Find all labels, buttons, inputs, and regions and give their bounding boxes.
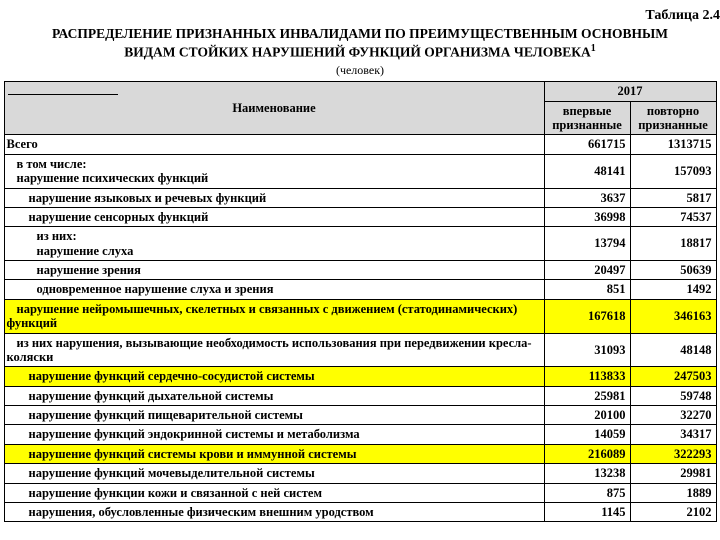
row-value-repeat: 2102	[630, 502, 716, 521]
table-row: нарушение функций пищеварительной систем…	[4, 406, 716, 425]
row-value-first: 31093	[544, 333, 630, 367]
table-row: нарушение языковых и речевых функций3637…	[4, 188, 716, 207]
footnote-rule	[8, 94, 118, 95]
table-row: одновременное нарушение слуха и зрения85…	[4, 280, 716, 299]
row-value-first: 113833	[544, 367, 630, 386]
table-number: Таблица 2.4	[0, 8, 720, 24]
table-row: нарушение нейромышечных, скелетных и свя…	[4, 299, 716, 333]
row-name: нарушение функции кожи и связанной с ней…	[4, 483, 544, 502]
table-row: Всего6617151313715	[4, 135, 716, 154]
row-value-first: 851	[544, 280, 630, 299]
row-value-repeat: 74537	[630, 207, 716, 226]
table-row: из них нарушения, вызывающие необходимос…	[4, 333, 716, 367]
row-name: нарушение функций мочевыделительной сист…	[4, 464, 544, 483]
unit: (человек)	[0, 63, 720, 78]
row-value-first: 25981	[544, 386, 630, 405]
row-value-repeat: 59748	[630, 386, 716, 405]
row-value-first: 1145	[544, 502, 630, 521]
col-name-header: Наименование	[4, 82, 544, 135]
row-name: одновременное нарушение слуха и зрения	[4, 280, 544, 299]
row-name: нарушение языковых и речевых функций	[4, 188, 544, 207]
table-row: нарушение функций системы крови и иммунн…	[4, 444, 716, 463]
row-name: нарушение функций дыхательной системы	[4, 386, 544, 405]
row-value-first: 13238	[544, 464, 630, 483]
row-value-first: 48141	[544, 154, 630, 188]
table-row: нарушение зрения2049750639	[4, 261, 716, 280]
col-repeat-header: повторно признанные	[630, 101, 716, 135]
table-row: нарушение функций эндокринной системы и …	[4, 425, 716, 444]
row-name: нарушения, обусловленные физическим внеш…	[4, 502, 544, 521]
data-table: Наименование 2017 впервые признанные пов…	[4, 81, 717, 522]
row-value-repeat: 29981	[630, 464, 716, 483]
row-value-first: 20497	[544, 261, 630, 280]
row-name: из них:нарушение слуха	[4, 227, 544, 261]
table-row: из них:нарушение слуха1379418817	[4, 227, 716, 261]
row-value-repeat: 247503	[630, 367, 716, 386]
table-row: в том числе:нарушение психических функци…	[4, 154, 716, 188]
title-line2: ВИДАМ СТОЙКИХ НАРУШЕНИЙ ФУНКЦИЙ ОРГАНИЗМ…	[124, 44, 591, 59]
col-first-header: впервые признанные	[544, 101, 630, 135]
row-value-repeat: 346163	[630, 299, 716, 333]
table-row: нарушение функций дыхательной системы259…	[4, 386, 716, 405]
table-body: Всего6617151313715в том числе:нарушение …	[4, 135, 716, 522]
row-value-first: 216089	[544, 444, 630, 463]
row-value-first: 167618	[544, 299, 630, 333]
row-value-repeat: 48148	[630, 333, 716, 367]
row-name: нарушение зрения	[4, 261, 544, 280]
row-value-repeat: 1889	[630, 483, 716, 502]
row-value-first: 13794	[544, 227, 630, 261]
col-year-header: 2017	[544, 82, 716, 101]
row-value-repeat: 5817	[630, 188, 716, 207]
row-value-first: 14059	[544, 425, 630, 444]
title-sup: 1	[591, 43, 596, 54]
table-row: нарушение функций мочевыделительной сист…	[4, 464, 716, 483]
row-value-first: 3637	[544, 188, 630, 207]
row-name: в том числе:нарушение психических функци…	[4, 154, 544, 188]
row-name: нарушение нейромышечных, скелетных и свя…	[4, 299, 544, 333]
row-name: Всего	[4, 135, 544, 154]
title-line1: РАСПРЕДЕЛЕНИЕ ПРИЗНАННЫХ ИНВАЛИДАМИ ПО П…	[52, 26, 668, 41]
row-value-repeat: 1492	[630, 280, 716, 299]
row-name: нарушение сенсорных функций	[4, 207, 544, 226]
header-row-1: Наименование 2017	[4, 82, 716, 101]
row-name: нарушение функций системы крови и иммунн…	[4, 444, 544, 463]
row-value-repeat: 1313715	[630, 135, 716, 154]
row-value-first: 875	[544, 483, 630, 502]
row-name: нарушение функций эндокринной системы и …	[4, 425, 544, 444]
row-value-repeat: 18817	[630, 227, 716, 261]
table-row: нарушение сенсорных функций3699874537	[4, 207, 716, 226]
table-row: нарушения, обусловленные физическим внеш…	[4, 502, 716, 521]
row-value-repeat: 157093	[630, 154, 716, 188]
table-row: нарушение функции кожи и связанной с ней…	[4, 483, 716, 502]
row-value-first: 20100	[544, 406, 630, 425]
row-name: нарушение функций пищеварительной систем…	[4, 406, 544, 425]
row-value-repeat: 34317	[630, 425, 716, 444]
row-value-first: 36998	[544, 207, 630, 226]
row-name: из них нарушения, вызывающие необходимос…	[4, 333, 544, 367]
row-name: нарушение функций сердечно-сосудистой си…	[4, 367, 544, 386]
row-value-repeat: 32270	[630, 406, 716, 425]
row-value-repeat: 322293	[630, 444, 716, 463]
row-value-repeat: 50639	[630, 261, 716, 280]
title: РАСПРЕДЕЛЕНИЕ ПРИЗНАННЫХ ИНВАЛИДАМИ ПО П…	[0, 26, 720, 61]
table-row: нарушение функций сердечно-сосудистой си…	[4, 367, 716, 386]
row-value-first: 661715	[544, 135, 630, 154]
